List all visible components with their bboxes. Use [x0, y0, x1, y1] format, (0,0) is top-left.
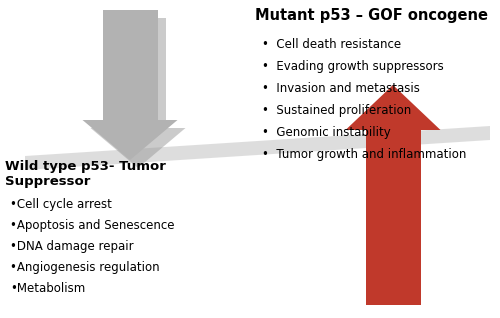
Polygon shape: [102, 10, 158, 120]
Text: •  Sustained proliferation: • Sustained proliferation: [262, 104, 411, 117]
Polygon shape: [110, 18, 166, 128]
Polygon shape: [90, 128, 186, 168]
Text: •  Genomic instability: • Genomic instability: [262, 126, 391, 139]
Text: •Angiogenesis regulation: •Angiogenesis regulation: [10, 261, 160, 274]
Text: •Cell cycle arrest: •Cell cycle arrest: [10, 198, 112, 211]
Text: Mutant p53 – GOF oncogene: Mutant p53 – GOF oncogene: [255, 8, 488, 23]
Text: •  Tumor growth and inflammation: • Tumor growth and inflammation: [262, 148, 466, 161]
Text: •DNA damage repair: •DNA damage repair: [10, 240, 134, 253]
Text: •  Evading growth suppressors: • Evading growth suppressors: [262, 60, 444, 73]
Polygon shape: [366, 130, 420, 305]
Polygon shape: [25, 126, 490, 170]
Text: •  Invasion and metastasis: • Invasion and metastasis: [262, 82, 420, 95]
Polygon shape: [82, 120, 178, 160]
Polygon shape: [346, 85, 440, 130]
Text: •Apoptosis and Senescence: •Apoptosis and Senescence: [10, 219, 174, 232]
Text: •  Cell death resistance: • Cell death resistance: [262, 38, 401, 51]
Text: Wild type p53- Tumor
Suppressor: Wild type p53- Tumor Suppressor: [5, 160, 166, 188]
Text: •Metabolism: •Metabolism: [10, 282, 85, 295]
